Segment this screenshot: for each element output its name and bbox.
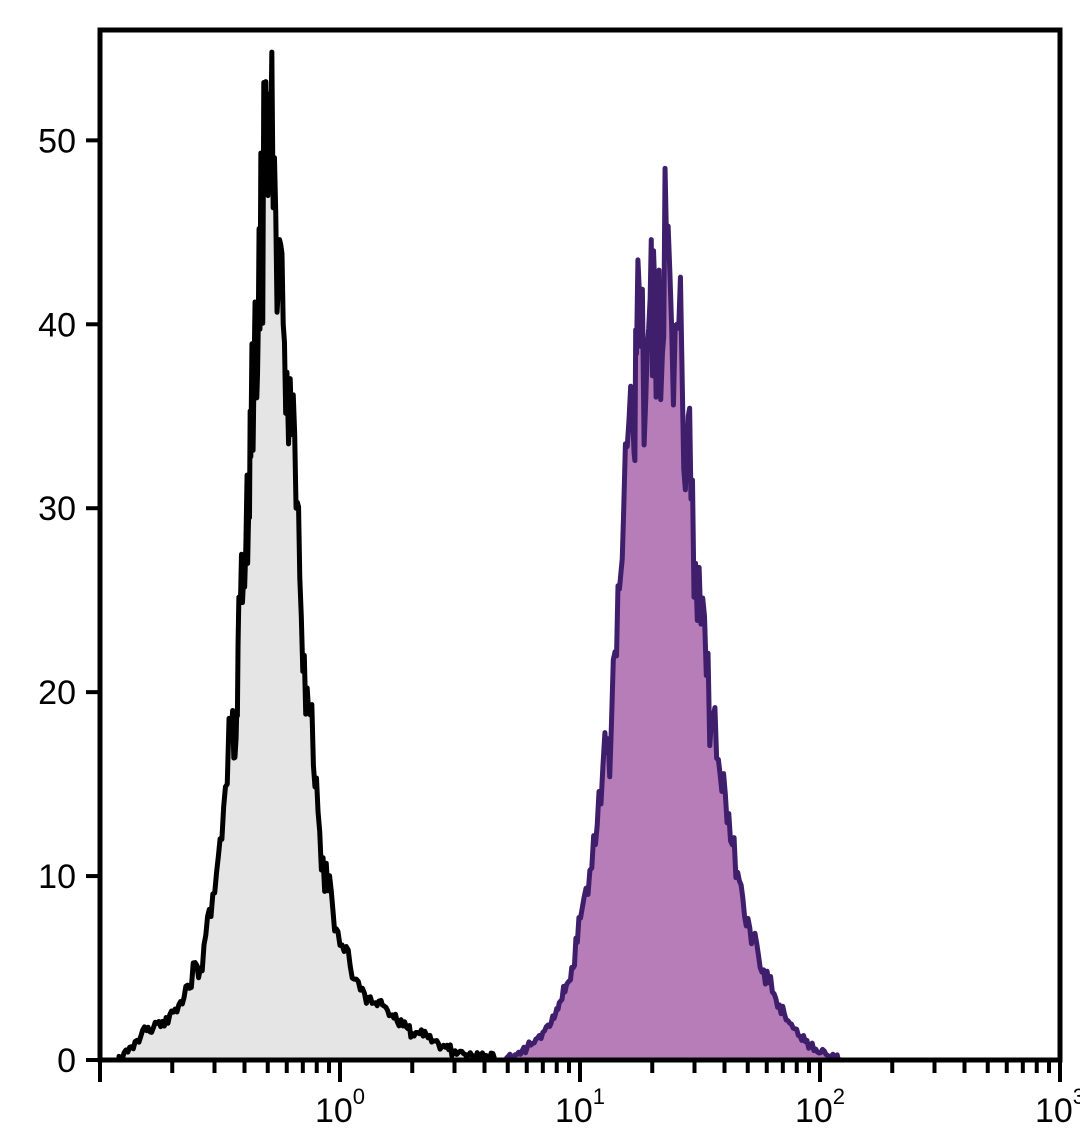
y-tick-label: 20	[38, 674, 76, 712]
y-tick-label: 0	[57, 1042, 76, 1080]
y-tick-label: 30	[38, 490, 76, 528]
y-tick-label: 40	[38, 306, 76, 344]
chart-svg: 01020304050100101102103	[0, 0, 1080, 1146]
y-tick-label: 10	[38, 858, 76, 896]
flow-cytometry-histogram: 01020304050100101102103	[0, 0, 1080, 1146]
y-tick-label: 50	[38, 122, 76, 160]
